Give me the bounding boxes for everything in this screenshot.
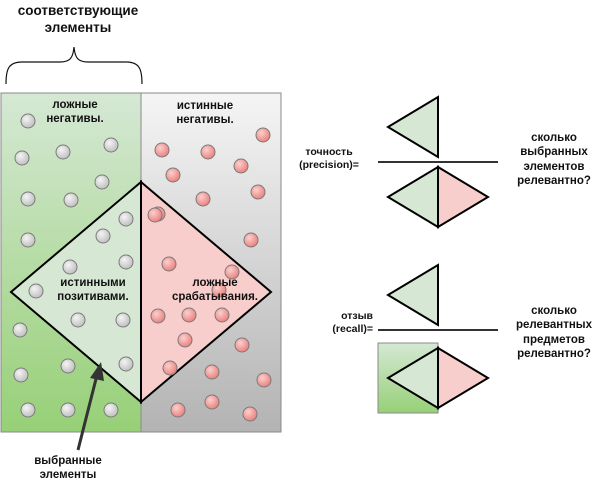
false-negatives-label: ложные негативы.: [20, 98, 130, 127]
recall-question-line3: предметов: [523, 333, 585, 346]
gray-dot: [94, 174, 110, 190]
false-positives-label: ложные срабатывания.: [150, 276, 280, 305]
red-dot: [150, 308, 166, 324]
red-dot: [154, 142, 170, 158]
precision-label-line1: точность: [305, 146, 353, 158]
gray-dot: [20, 191, 36, 207]
recall-denominator-right: [437, 346, 490, 410]
relevant-heading-line1: соответствующие: [17, 3, 139, 18]
true-negatives-label: истинные негативы.: [150, 99, 260, 128]
precision-label-line2: (precision)=: [299, 159, 359, 172]
red-dot: [234, 337, 250, 353]
false-positives-line1: ложные: [192, 277, 238, 289]
recall-question-line1: сколько: [531, 305, 577, 317]
precision-numerator-triangle: [386, 95, 439, 159]
gray-dot: [103, 402, 119, 418]
red-dot: [250, 184, 266, 200]
red-dot: [204, 394, 220, 410]
true-negatives-line1: истинные: [176, 100, 234, 112]
red-dot: [161, 256, 177, 272]
gray-dot: [13, 367, 29, 383]
red-dot: [200, 144, 216, 160]
gray-dot: [62, 259, 78, 275]
gray-dot: [14, 150, 30, 166]
red-dot: [204, 364, 220, 380]
relevant-elements-heading: соответствующие элементы: [0, 3, 156, 37]
red-dot: [195, 191, 211, 207]
recall-question-line4: релевантно?: [517, 348, 591, 361]
red-dot: [147, 207, 163, 223]
gray-dot: [20, 232, 36, 248]
red-dot: [242, 406, 258, 422]
gray-dot: [20, 113, 36, 129]
selected-label-line1: выбранные: [34, 455, 102, 467]
true-positives-line2: позитивами.: [57, 291, 129, 304]
red-dot: [170, 402, 186, 418]
gray-dot: [28, 283, 44, 299]
precision-denominator-right: [437, 165, 490, 229]
red-dot: [255, 127, 271, 143]
selected-elements-arrow: [76, 374, 99, 451]
selected-label-line2: элементы: [39, 469, 97, 482]
gray-dot: [115, 312, 131, 328]
arrow-head: [90, 362, 104, 381]
relevant-heading-line2: элементы: [44, 19, 112, 35]
gray-dot: [60, 402, 76, 418]
gray-dot: [12, 322, 28, 338]
false-negatives-line1: ложные: [52, 99, 98, 111]
gray-dot: [118, 254, 134, 270]
true-positives-line1: истинными: [60, 277, 126, 289]
relevant-elements-brace: [5, 46, 143, 85]
gray-dot: [70, 312, 86, 328]
precision-label: точность (precision)=: [284, 146, 374, 172]
false-positives-line2: срабатывания.: [171, 291, 258, 304]
red-dot: [211, 282, 227, 298]
red-dot: [224, 264, 240, 280]
false-positives-region: [140, 179, 273, 405]
gray-dot: [20, 402, 36, 418]
red-dot: [165, 167, 181, 183]
true-positives-label: истинными позитивами.: [38, 276, 148, 305]
recall-question: сколько релевантных предметов релевантно…: [504, 304, 604, 362]
precision-question: сколько выбранных элементов релевантно?: [504, 131, 604, 189]
red-dot: [256, 372, 272, 388]
precision-denominator-left: [386, 165, 439, 229]
gray-dot: [60, 358, 76, 374]
gray-dot: [63, 192, 79, 208]
selected-elements-label: выбранные элементы: [18, 454, 118, 483]
red-dot: [214, 307, 230, 323]
gray-dot: [103, 137, 119, 153]
red-dot: [233, 158, 249, 174]
gray-dot: [118, 356, 134, 372]
gray-dot: [118, 211, 134, 227]
precision-question-line4: релевантно?: [517, 175, 591, 188]
recall-label-line2: (recall)=: [332, 323, 373, 336]
red-dot: [162, 360, 178, 376]
dots-layer: [12, 113, 272, 422]
precision-question-line1: сколько: [531, 132, 577, 144]
gray-dot: [95, 228, 111, 244]
precision-question-line2: выбранных: [520, 146, 588, 159]
red-dot: [177, 332, 193, 348]
recall-numerator-triangle: [386, 263, 439, 327]
red-dot: [243, 232, 259, 248]
recall-label: отзыв (recall)=: [300, 310, 373, 336]
recall-question-line2: релевантных: [515, 319, 593, 332]
true-negatives-line2: негативы.: [176, 114, 234, 127]
recall-label-line1: отзыв: [341, 310, 373, 322]
false-negatives-line2: негативы.: [46, 113, 104, 126]
red-dot: [181, 307, 197, 323]
precision-question-line3: элементов: [523, 160, 585, 173]
gray-dot: [55, 144, 71, 160]
